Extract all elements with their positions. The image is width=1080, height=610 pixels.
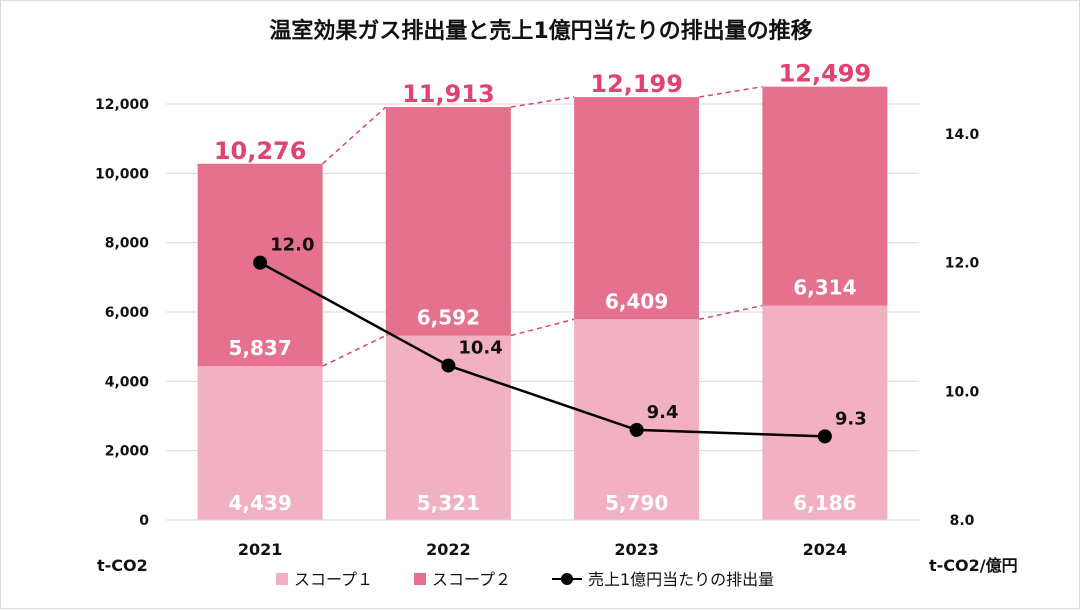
bar-scope2 bbox=[762, 86, 888, 306]
y2-tick-label: 10.0 bbox=[945, 384, 980, 400]
x-tick-label: 2024 bbox=[803, 540, 848, 559]
data-label-scope1: 4,439 bbox=[228, 491, 291, 515]
data-label-total: 11,913 bbox=[402, 80, 495, 108]
data-label-line: 9.4 bbox=[647, 402, 679, 423]
legend-label-scope2: スコープ２ bbox=[432, 570, 511, 589]
data-label-line: 12.0 bbox=[270, 235, 314, 256]
y-tick-label: 10,000 bbox=[95, 166, 149, 182]
y-tick-label: 8,000 bbox=[105, 236, 150, 252]
line-point bbox=[629, 422, 644, 437]
y-tick-label: 12,000 bbox=[95, 97, 149, 113]
connector-scope1 bbox=[698, 304, 763, 321]
connector-total bbox=[510, 96, 575, 108]
legend: スコープ１ スコープ２ 売上1億円当たりの排出量 bbox=[276, 570, 774, 589]
legend-label-scope1: スコープ１ bbox=[294, 570, 373, 589]
label-layer: 4,439 5,837 10,276 5,321 6,592 11,913 5,790 6,4… bbox=[214, 60, 871, 515]
data-label-line: 9.3 bbox=[835, 408, 867, 429]
connector-layer bbox=[322, 85, 763, 367]
bar-scope2 bbox=[574, 97, 700, 320]
data-label-line: 10.4 bbox=[458, 338, 502, 359]
x-tick-label: 2021 bbox=[238, 540, 283, 559]
y2-tick-label: 8.0 bbox=[950, 513, 975, 529]
y2-axis-unit: t-CO2/億円 bbox=[929, 556, 1018, 575]
y2-tick-label: 14.0 bbox=[945, 127, 980, 143]
axis-layer: 0 2,000 4,000 6,000 8,000 10,000 12,000 8.0 10.0… bbox=[95, 97, 980, 559]
legend-swatch-scope2 bbox=[414, 573, 426, 585]
line-layer: 12.0 10.4 9.4 9.3 bbox=[253, 235, 867, 444]
line-point bbox=[253, 255, 268, 270]
data-label-scope1: 5,321 bbox=[417, 491, 480, 515]
connector-scope1 bbox=[510, 318, 575, 337]
bar-layer bbox=[197, 86, 888, 520]
y-tick-label: 0 bbox=[139, 513, 149, 529]
line-intensity bbox=[259, 261, 825, 438]
line-point bbox=[441, 358, 456, 373]
data-label-scope1: 6,186 bbox=[793, 491, 856, 515]
data-label-scope2: 6,314 bbox=[793, 276, 856, 300]
data-label-total: 12,499 bbox=[779, 60, 872, 88]
data-label-total: 12,199 bbox=[590, 70, 683, 98]
y-axis-unit: t-CO2 bbox=[97, 556, 148, 575]
connector-total bbox=[322, 106, 387, 165]
legend-label-line: 売上1億円当たりの排出量 bbox=[588, 570, 774, 589]
connector-total bbox=[699, 85, 763, 98]
data-label-scope2: 6,592 bbox=[417, 306, 480, 330]
bar-scope1 bbox=[762, 305, 888, 520]
bar-scope2 bbox=[385, 107, 511, 336]
data-label-scope1: 5,790 bbox=[605, 491, 668, 515]
y-tick-label: 2,000 bbox=[105, 444, 150, 460]
chart-title: 温室効果ガス排出量と売上1億円当たりの排出量の推移 bbox=[269, 18, 812, 44]
data-label-scope2: 5,837 bbox=[228, 336, 291, 360]
connector-scope1 bbox=[322, 334, 387, 367]
bar-scope1 bbox=[197, 366, 323, 520]
x-tick-label: 2023 bbox=[614, 540, 659, 559]
y2-tick-label: 12.0 bbox=[945, 256, 980, 272]
legend-point-marker bbox=[561, 573, 573, 585]
data-label-scope2: 6,409 bbox=[605, 289, 668, 313]
y-tick-label: 4,000 bbox=[105, 374, 150, 390]
y-tick-label: 6,000 bbox=[105, 305, 150, 321]
line-point bbox=[817, 429, 832, 444]
legend-swatch-scope1 bbox=[276, 573, 288, 585]
data-label-total: 10,276 bbox=[214, 137, 307, 165]
bar-scope1 bbox=[574, 319, 700, 520]
x-tick-label: 2022 bbox=[426, 540, 471, 559]
